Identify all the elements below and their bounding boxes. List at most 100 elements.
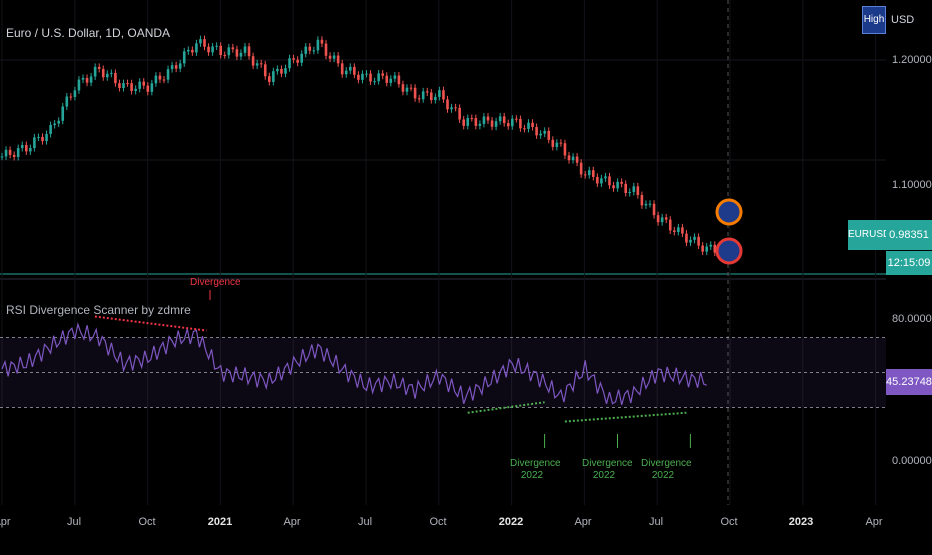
candle-body xyxy=(284,68,287,74)
candle-body xyxy=(353,66,356,75)
indicator-title[interactable]: RSI Divergence Scanner by zdmre xyxy=(6,303,191,317)
divergence-year: 2022 xyxy=(520,470,544,481)
candle-body xyxy=(85,78,89,83)
candle-body xyxy=(652,203,656,216)
x-tick-label: Jul xyxy=(66,516,82,528)
candle-body xyxy=(41,136,44,142)
candle-body xyxy=(288,58,291,69)
candle-body xyxy=(235,49,239,57)
candle-body xyxy=(114,72,117,84)
candle-body xyxy=(531,122,534,127)
x-tick-label: Oct xyxy=(720,516,738,528)
currency-label: USD xyxy=(891,14,915,26)
candle-body xyxy=(227,47,231,56)
candle-body xyxy=(498,116,502,122)
candle-body xyxy=(65,96,69,107)
candle-body xyxy=(53,123,56,126)
candle-body xyxy=(336,55,340,64)
candle-body xyxy=(106,73,109,78)
candle-body xyxy=(381,73,384,76)
candle-body xyxy=(616,181,619,189)
candle-body xyxy=(640,195,644,206)
candle-body xyxy=(49,125,52,134)
x-tick-label: 2021 xyxy=(207,516,233,528)
x-tick-label: Oct xyxy=(429,516,447,528)
candle-body xyxy=(215,45,218,47)
candle-body xyxy=(559,142,563,144)
rsi-value-badge: 45.23748 xyxy=(886,369,932,395)
candle-body xyxy=(709,244,713,247)
candle-body xyxy=(312,50,316,52)
bearish-divergence-line xyxy=(94,315,207,332)
bar-countdown-badge: 12:15:09 xyxy=(886,251,932,275)
divergence-text: Divergence xyxy=(641,458,692,469)
candle-body xyxy=(61,106,65,121)
candle-body xyxy=(632,186,636,192)
candle-body xyxy=(45,133,48,142)
x-tick-label: Jul xyxy=(648,516,664,528)
candle-body xyxy=(701,245,704,252)
high-scale-button[interactable]: High xyxy=(862,6,886,34)
candle-body xyxy=(608,176,611,186)
candle-body xyxy=(150,83,154,92)
candle-body xyxy=(280,68,283,74)
candle-body xyxy=(16,148,20,157)
candle-body xyxy=(693,236,696,240)
candle-body xyxy=(466,118,470,126)
x-tick-label: Oct xyxy=(138,516,156,528)
bullish-divergence-line xyxy=(564,411,687,423)
candle-body xyxy=(81,78,85,80)
candle-body xyxy=(296,59,299,63)
candle-body xyxy=(304,46,308,54)
candle-body xyxy=(664,217,668,220)
candle-body xyxy=(681,227,684,234)
candle-body xyxy=(373,81,376,83)
candle-body xyxy=(430,92,433,101)
candle-body xyxy=(523,128,526,130)
candle-body xyxy=(247,46,251,57)
price-tick-label: 1.20000 xyxy=(892,54,932,66)
candle-body xyxy=(434,96,437,101)
bullish-divergence-label: Divergence 2022 xyxy=(582,458,633,482)
candle-body xyxy=(393,75,397,79)
candle-body xyxy=(454,107,457,109)
candle-body xyxy=(446,99,449,110)
candle-body xyxy=(69,96,73,98)
candle-body xyxy=(535,126,538,136)
candle-body xyxy=(385,75,389,83)
candle-body xyxy=(551,139,555,147)
candle-body xyxy=(450,107,453,110)
divergence-year: 2022 xyxy=(651,470,675,481)
candle-body xyxy=(211,46,214,53)
candle-body xyxy=(158,75,162,80)
candle-body xyxy=(328,55,332,59)
candle-body xyxy=(389,78,393,83)
candle-body xyxy=(203,39,206,47)
candle-body xyxy=(583,174,587,176)
candle-body xyxy=(482,116,486,124)
candle-body xyxy=(401,84,405,92)
candle-body xyxy=(511,118,514,127)
candle-body xyxy=(89,76,93,83)
candle-body xyxy=(592,170,595,177)
candle-body xyxy=(300,53,303,63)
candle-body xyxy=(166,69,170,80)
candle-body xyxy=(636,186,640,196)
candle-body xyxy=(357,74,360,80)
candle-body xyxy=(4,149,8,157)
eu-flag-icon xyxy=(715,198,743,226)
rsi-line xyxy=(1,322,707,405)
candle-body xyxy=(425,91,429,93)
candle-body xyxy=(182,51,186,64)
rsi-tick-label: 80.00000 xyxy=(892,313,932,325)
bullish-divergence-line xyxy=(467,401,545,414)
x-tick-label: Apr xyxy=(283,516,301,528)
candle-body xyxy=(458,107,461,120)
candle-body xyxy=(195,43,198,53)
candle-body xyxy=(259,63,263,65)
symbol-title: Euro / U.S. Dollar, 1D, OANDA xyxy=(6,26,171,40)
candle-body xyxy=(689,239,692,243)
candle-body xyxy=(377,73,380,82)
